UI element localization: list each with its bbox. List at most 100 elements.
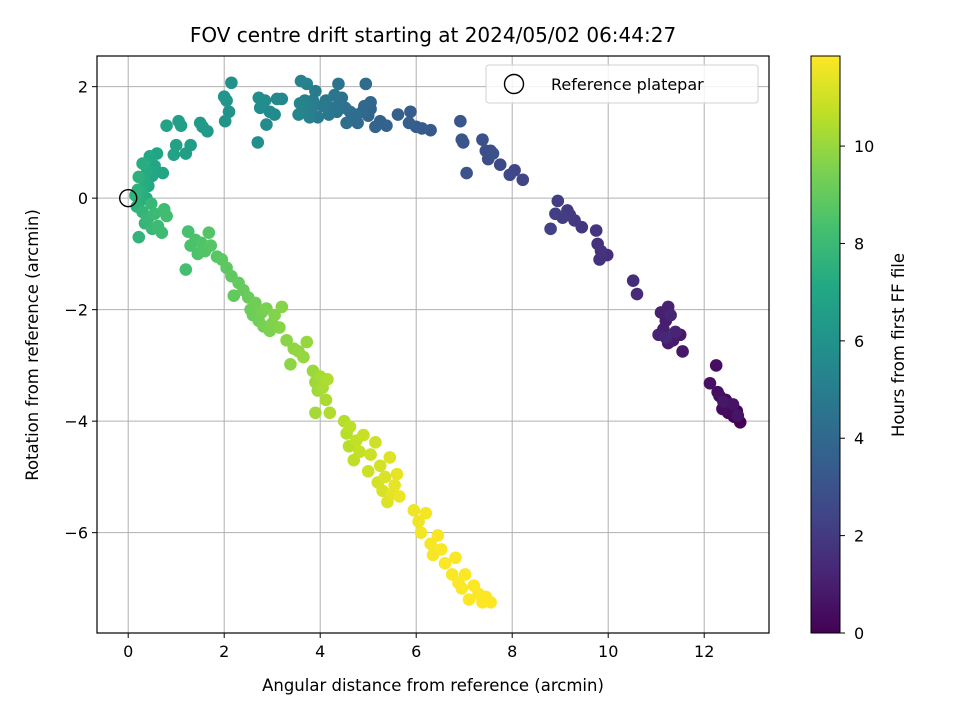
data-point bbox=[319, 393, 333, 407]
data-point bbox=[369, 436, 382, 449]
data-point bbox=[300, 335, 314, 349]
data-point bbox=[270, 92, 284, 106]
x-axis-label: Angular distance from reference (arcmin) bbox=[262, 676, 604, 695]
data-point bbox=[323, 406, 337, 420]
data-point bbox=[449, 551, 462, 565]
reference-point bbox=[118, 188, 138, 208]
x-tick-label: 6 bbox=[411, 642, 421, 661]
data-point bbox=[455, 582, 469, 595]
data-point bbox=[321, 373, 334, 386]
data-point bbox=[378, 470, 392, 484]
data-point bbox=[160, 119, 173, 132]
data-point bbox=[332, 77, 345, 91]
legend-label: Reference platepar bbox=[551, 75, 704, 94]
data-point bbox=[202, 226, 216, 240]
chart-title: FOV centre drift starting at 2024/05/02 … bbox=[190, 23, 676, 47]
data-point bbox=[393, 490, 406, 503]
data-point bbox=[414, 526, 428, 539]
colorbar-ticks: 0 2 4 6 8 10 bbox=[840, 137, 874, 643]
y-axis-ticks: 2 0 −2 −4 −6 bbox=[64, 78, 97, 543]
y-tick-label: 0 bbox=[78, 189, 88, 208]
data-point bbox=[260, 118, 273, 131]
data-point bbox=[369, 120, 382, 134]
data-point bbox=[462, 593, 476, 606]
data-point bbox=[179, 263, 193, 276]
data-point bbox=[404, 105, 417, 119]
data-point bbox=[222, 105, 236, 119]
data-point bbox=[193, 116, 207, 130]
plot-area-frame bbox=[96, 55, 770, 634]
data-point bbox=[361, 465, 375, 478]
data-point bbox=[664, 308, 677, 322]
reference-point-marker bbox=[118, 188, 138, 208]
data-point bbox=[503, 168, 517, 182]
data-point bbox=[626, 274, 640, 287]
data-point bbox=[516, 173, 530, 187]
colorbar-tick-label: 0 bbox=[854, 624, 864, 643]
data-point bbox=[204, 239, 218, 252]
y-axis-label: Rotation from reference (arcmin) bbox=[23, 209, 42, 481]
data-point bbox=[136, 157, 149, 170]
data-point bbox=[726, 398, 740, 411]
data-point bbox=[359, 77, 373, 91]
data-point bbox=[217, 90, 231, 103]
data-point bbox=[275, 300, 289, 314]
data-point bbox=[179, 147, 193, 160]
x-tick-label: 2 bbox=[219, 642, 229, 661]
legend-marker-reference bbox=[503, 73, 525, 95]
data-point bbox=[249, 296, 262, 310]
data-point bbox=[273, 321, 286, 334]
data-point bbox=[373, 459, 387, 473]
y-tick-label: −4 bbox=[64, 412, 88, 431]
data-point bbox=[181, 225, 195, 238]
data-point bbox=[316, 99, 329, 113]
data-point bbox=[676, 345, 689, 358]
data-point bbox=[155, 226, 169, 240]
data-point bbox=[144, 197, 158, 211]
colorbar-label: Hours from first FF file bbox=[889, 253, 908, 437]
data-point bbox=[160, 209, 173, 223]
y-tick-label: −6 bbox=[64, 524, 88, 543]
data-point bbox=[589, 224, 603, 237]
data-point bbox=[172, 114, 185, 128]
data-point bbox=[357, 428, 370, 442]
data-point bbox=[476, 133, 489, 146]
data-point bbox=[438, 557, 452, 570]
x-tick-label: 0 bbox=[123, 642, 133, 661]
data-point bbox=[412, 515, 425, 528]
x-axis-ticks: 0 2 4 6 8 10 12 bbox=[123, 633, 714, 661]
data-point bbox=[711, 385, 724, 399]
data-point bbox=[544, 222, 557, 236]
data-point bbox=[388, 478, 401, 492]
data-point bbox=[376, 484, 389, 498]
data-point bbox=[455, 133, 469, 146]
data-point bbox=[630, 287, 644, 301]
data-point bbox=[218, 114, 232, 128]
data-point bbox=[293, 97, 307, 110]
data-point bbox=[460, 166, 473, 180]
data-point bbox=[659, 331, 673, 344]
y-tick-label: 2 bbox=[78, 78, 88, 97]
data-point bbox=[309, 84, 322, 98]
colorbar-tick-label: 4 bbox=[854, 429, 864, 448]
y-tick-label: −2 bbox=[64, 301, 88, 320]
data-point bbox=[709, 359, 723, 372]
colorbar: 0 2 4 6 8 10 Hours from first FF file bbox=[810, 55, 908, 643]
data-point bbox=[353, 445, 366, 459]
data-point bbox=[484, 596, 497, 609]
data-point bbox=[201, 124, 214, 138]
colorbar-tick-label: 6 bbox=[854, 332, 864, 351]
data-point bbox=[669, 325, 682, 339]
data-point bbox=[148, 207, 161, 221]
data-point bbox=[486, 147, 500, 160]
legend: Reference platepar bbox=[485, 64, 759, 104]
data-point bbox=[132, 170, 146, 184]
data-point bbox=[156, 166, 170, 180]
colorbar-tick-label: 2 bbox=[854, 527, 864, 546]
data-point bbox=[424, 537, 437, 551]
data-point bbox=[227, 289, 241, 303]
data-point bbox=[343, 420, 357, 434]
data-point bbox=[549, 207, 562, 221]
data-point bbox=[253, 101, 267, 115]
